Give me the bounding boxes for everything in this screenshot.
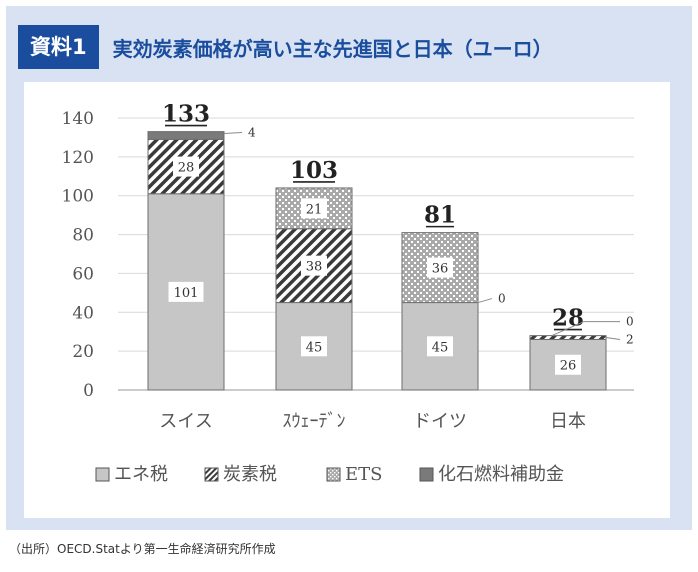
data-label: 4	[248, 126, 256, 140]
y-tick-label: 0	[83, 381, 94, 401]
data-label: 45	[432, 340, 449, 355]
chart-panel: 0 20 40 60 80 100 120 140 101 28 133 45 38 21 103 45 36…	[24, 82, 670, 518]
y-axis: 0 20 40 60 80 100 120 140	[62, 109, 94, 401]
legend-swatch	[204, 467, 219, 482]
y-tick-label: 80	[72, 226, 94, 246]
data-label: 28	[178, 161, 195, 176]
total-label: 28	[552, 305, 584, 332]
data-label-box	[555, 354, 581, 375]
callout-line	[605, 337, 621, 341]
data-label: 26	[560, 359, 577, 374]
x-axis: スイス ｽｳｪｰﾃﾞﾝ ドイツ 日本	[159, 411, 586, 432]
data-label-box	[173, 156, 199, 177]
data-label-box	[301, 255, 327, 276]
total-label: 133	[162, 101, 210, 128]
data-label-box	[427, 336, 453, 357]
y-tick-label: 100	[62, 187, 94, 207]
y-tick-label: 120	[62, 148, 94, 168]
figure-header: 資料1 実効炭素価格が高い主な先進国と日本（ユーロ）	[18, 25, 553, 69]
x-tick-label: スイス	[159, 411, 212, 432]
callout-line	[551, 321, 585, 337]
legend-swatch	[95, 467, 110, 482]
data-label: 101	[174, 286, 199, 301]
data-label: 2	[626, 333, 634, 347]
y-tick-label: 60	[72, 264, 94, 284]
callout-line	[477, 298, 493, 304]
data-label-box	[301, 198, 327, 219]
x-tick-label: ｽｳｪｰﾃﾞﾝ	[283, 411, 346, 432]
data-label-box	[427, 257, 453, 278]
x-tick-label: ドイツ	[413, 411, 467, 432]
legend-label: 化石燃料補助金	[438, 464, 564, 485]
data-label-box	[168, 281, 204, 302]
data-label: 21	[306, 202, 323, 217]
legend-label: 炭素税	[223, 464, 277, 485]
y-tick-label: 20	[72, 342, 94, 362]
data-label: 36	[432, 262, 449, 277]
legend: エネ税 炭素税 ETS 化石燃料補助金	[95, 464, 564, 485]
data-label: 0	[626, 315, 634, 329]
legend-swatch	[326, 467, 341, 482]
y-tick-label: 40	[72, 303, 94, 323]
data-label: 45	[306, 340, 323, 355]
total-label: 103	[290, 157, 338, 184]
source-note: （出所）OECD.Statより第一生命経済研究所作成	[9, 542, 276, 556]
legend-label: ETS	[345, 464, 382, 485]
figure-title: 実効炭素価格が高い主な先進国と日本（ユーロ）	[112, 36, 553, 61]
total-label: 81	[424, 202, 456, 229]
data-label-box	[301, 336, 327, 357]
x-tick-label: 日本	[550, 411, 586, 432]
callout-line	[223, 132, 243, 135]
legend-swatch	[419, 467, 434, 482]
data-label: 0	[498, 292, 506, 306]
y-tick-label: 140	[62, 109, 94, 129]
bar-segment	[529, 335, 607, 340]
figure-number-tag: 資料1	[18, 25, 99, 69]
bar-segment	[147, 131, 225, 140]
data-label: 38	[306, 260, 323, 275]
legend-label: エネ税	[114, 464, 168, 485]
data-labels: 101 28 133 45 38 21 103 45 36 81 26 28 4 0 0 2	[162, 101, 634, 375]
